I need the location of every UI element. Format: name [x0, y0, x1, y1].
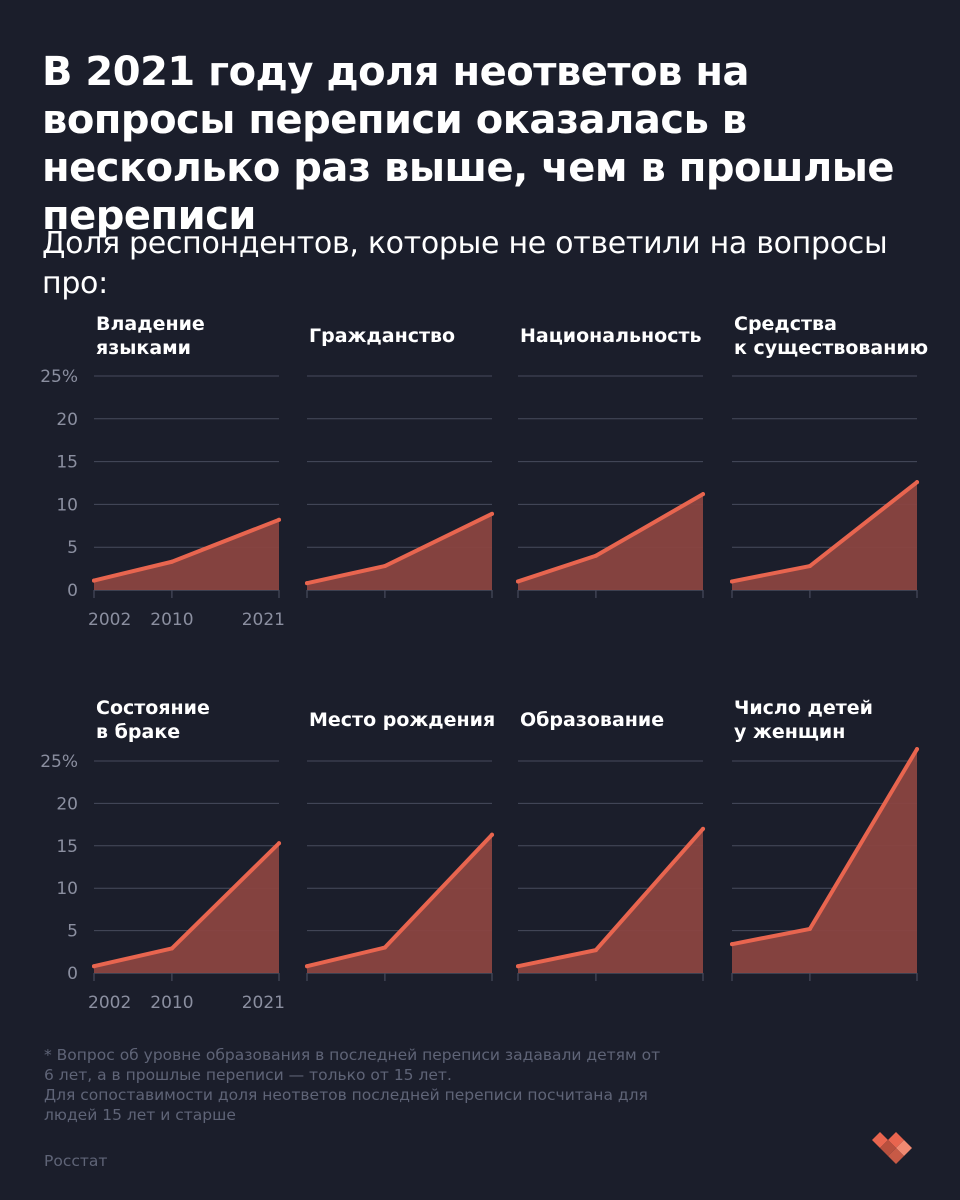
y-tick-label: 0: [67, 581, 78, 601]
series-area: [307, 513, 492, 590]
data-point: [593, 553, 598, 558]
y-tick-label: 15: [56, 837, 78, 857]
data-point: [915, 480, 919, 485]
y-tick-label: 20: [56, 410, 78, 430]
data-point: [490, 511, 494, 516]
data-point: [305, 964, 309, 969]
x-tick-label: 2010: [150, 610, 193, 630]
y-tick-label: 5: [67, 922, 78, 942]
panel-title-line: к существованию: [734, 337, 928, 359]
panel-title-line: Национальность: [520, 325, 702, 347]
series-area: [732, 482, 917, 590]
footnote-line: Для сопоставимости доля неответов послед…: [44, 1086, 648, 1104]
footnote: * Вопрос об уровне образования в последн…: [44, 1045, 724, 1125]
data-point: [516, 964, 520, 969]
series-area: [307, 834, 492, 973]
panel-title-line: в браке: [96, 721, 180, 743]
data-point: [593, 948, 598, 953]
y-tick-label: 10: [56, 495, 78, 515]
x-tick-label: 2021: [242, 610, 285, 630]
y-tick-label: 25%: [40, 367, 78, 387]
page-title: В 2021 году доля неответов на вопросы пе…: [42, 49, 895, 239]
data-point: [169, 559, 174, 564]
double-heart-logo-icon: [872, 1132, 912, 1164]
data-point: [701, 826, 705, 831]
page-subtitle: Доля респондентов, которые не ответили н…: [42, 226, 888, 301]
panel-title-line: Средства: [734, 313, 837, 335]
data-point: [277, 841, 281, 846]
data-point: [516, 579, 520, 584]
data-point: [807, 926, 812, 931]
x-tick-label: 2021: [242, 993, 285, 1013]
panel-title-line: Гражданство: [309, 325, 455, 347]
data-point: [382, 945, 387, 950]
series-area: [732, 749, 917, 973]
footnote-line: * Вопрос об уровне образования в последн…: [44, 1046, 661, 1064]
data-point: [382, 564, 387, 569]
data-point: [169, 946, 174, 951]
panel-title-line: у женщин: [734, 721, 845, 743]
data-point: [701, 492, 705, 497]
panel-title-line: языками: [96, 337, 191, 359]
footnote-line: 6 лет, а в прошлые переписи — только от …: [44, 1066, 452, 1084]
data-point: [730, 579, 734, 584]
data-point: [915, 747, 919, 752]
series-area: [518, 828, 703, 973]
data-point: [490, 832, 494, 837]
x-tick-label: 2002: [88, 993, 131, 1013]
y-tick-label: 10: [56, 879, 78, 899]
x-tick-label: 2002: [88, 610, 131, 630]
data-point: [277, 517, 281, 522]
y-tick-label: 15: [56, 453, 78, 473]
panel-title-line: Владение: [96, 313, 205, 335]
x-tick-label: 2010: [150, 993, 193, 1013]
data-point: [807, 564, 812, 569]
data-point: [92, 964, 96, 969]
y-tick-label: 0: [67, 964, 78, 984]
data-point: [730, 942, 734, 947]
series-area: [94, 519, 279, 590]
panel-title-line: Состояние: [96, 697, 210, 719]
footnote-line: людей 15 лет и старше: [44, 1106, 236, 1124]
data-point: [92, 578, 96, 583]
y-tick-label: 5: [67, 538, 78, 558]
y-tick-label: 25%: [40, 752, 78, 772]
series-area: [94, 843, 279, 973]
source-label: Росстат: [44, 1152, 108, 1170]
panel-title-line: Число детей: [734, 697, 873, 719]
panel-title-line: Образование: [520, 709, 664, 731]
series-area: [518, 494, 703, 590]
y-tick-label: 20: [56, 794, 78, 814]
panel-title-line: Место рождения: [309, 709, 495, 731]
data-point: [305, 581, 309, 586]
